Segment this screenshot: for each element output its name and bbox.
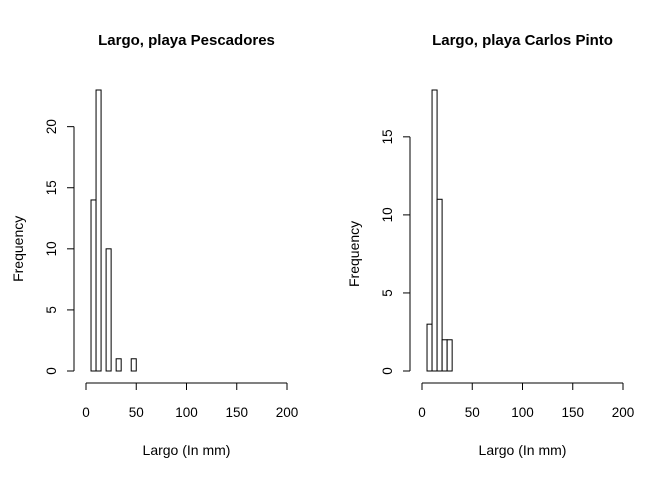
x-axis-label: Largo (In mm) (479, 442, 567, 458)
y-axis-label: Frequency (10, 216, 26, 282)
histogram-bar (446, 339, 453, 372)
histogram-panel-pescadores: Largo, playa Pescadores Largo (In mm) Fr… (10, 32, 298, 458)
histogram-bar (95, 89, 102, 372)
y-tick-label: 0 (380, 367, 395, 375)
x-tick-label: 150 (561, 405, 584, 420)
y-tick-label: 0 (44, 367, 59, 375)
histogram-bar (115, 358, 122, 372)
y-tick-label: 10 (44, 241, 59, 256)
y-tick-label: 15 (44, 180, 59, 195)
histogram-panel-carlos-pinto: Largo, playa Carlos Pinto Largo (In mm) … (346, 32, 634, 458)
x-tick-label: 0 (82, 405, 90, 420)
x-tick-label: 200 (276, 405, 299, 420)
histogram-bar (436, 198, 443, 372)
x-tick-label: 150 (225, 405, 248, 420)
histogram-bar (426, 323, 433, 372)
x-tick-label: 50 (465, 405, 480, 420)
x-tick-label: 100 (511, 405, 534, 420)
x-tick-label: 0 (418, 405, 426, 420)
x-tick-label: 200 (612, 405, 635, 420)
histogram-bar (90, 199, 97, 372)
x-tick-label: 50 (129, 405, 144, 420)
y-tick-label: 5 (380, 289, 395, 297)
x-axis-label: Largo (In mm) (143, 442, 231, 458)
y-tick-label: 15 (380, 129, 395, 144)
histogram-bar (130, 358, 137, 372)
y-tick-label: 5 (44, 306, 59, 314)
y-axis-label: Frequency (346, 221, 362, 287)
chart-title: Largo, playa Pescadores (98, 32, 275, 49)
chart-title: Largo, playa Carlos Pinto (432, 32, 613, 49)
y-tick-label: 20 (44, 119, 59, 134)
histogram-bar (431, 89, 438, 372)
y-tick-label: 10 (380, 207, 395, 222)
histogram-bar (441, 339, 448, 372)
histogram-bar (105, 248, 112, 372)
x-tick-label: 100 (175, 405, 198, 420)
